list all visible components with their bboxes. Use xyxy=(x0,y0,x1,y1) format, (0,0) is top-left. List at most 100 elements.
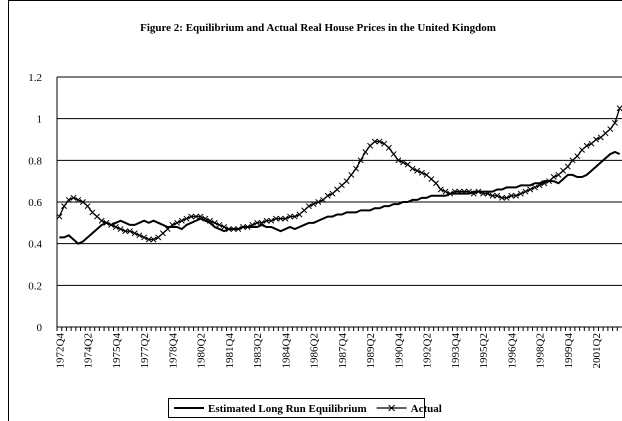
x-tick-label: 1986Q2 xyxy=(309,333,321,368)
marker-x xyxy=(527,186,534,193)
legend-marker xyxy=(388,404,395,412)
marker-x xyxy=(579,146,585,153)
marker-x xyxy=(164,226,171,233)
marker-x xyxy=(258,219,265,226)
marker-x xyxy=(390,151,397,158)
y-tick-label: 1 xyxy=(37,114,43,126)
y-tick-label: 0.4 xyxy=(28,239,42,251)
marker-x xyxy=(541,180,548,187)
marker-x xyxy=(428,176,435,183)
x-tick-label: 1983Q2 xyxy=(252,333,264,368)
marker-x xyxy=(61,203,68,210)
x-tick-label: 1975Q4 xyxy=(111,333,123,369)
series-line xyxy=(58,108,621,241)
marker-x xyxy=(574,153,581,160)
marker-x xyxy=(183,215,190,222)
x-tick-label: 1999Q4 xyxy=(563,333,575,369)
marker-x xyxy=(334,186,341,193)
marker-x xyxy=(103,219,110,226)
series-line xyxy=(59,150,621,245)
marker-x xyxy=(489,192,496,199)
marker-x xyxy=(244,224,251,230)
marker-x xyxy=(470,190,477,197)
marker-x xyxy=(475,188,482,195)
marker-x xyxy=(546,178,552,185)
marker-x xyxy=(141,234,148,241)
x-tick-label: 1989Q2 xyxy=(365,333,377,368)
marker-x xyxy=(409,165,416,172)
legend-label: Actual xyxy=(411,403,442,415)
marker-x xyxy=(159,230,166,237)
marker-x xyxy=(150,236,157,243)
marker-x xyxy=(616,105,622,112)
marker-x xyxy=(98,217,105,224)
marker-x xyxy=(555,171,562,178)
marker-x xyxy=(216,221,223,228)
legend-label: Estimated Long Run Equilibrium xyxy=(208,403,367,415)
marker-x xyxy=(75,196,82,203)
marker-x xyxy=(287,213,294,220)
marker-x xyxy=(338,182,345,189)
marker-x xyxy=(602,130,609,137)
marker-x xyxy=(211,219,218,226)
marker-x xyxy=(315,199,322,205)
y-tick-label: 0.6 xyxy=(28,197,42,209)
y-tick-label: 1.2 xyxy=(28,72,42,84)
marker-x xyxy=(498,194,505,201)
marker-x xyxy=(145,236,152,243)
marker-x xyxy=(531,184,538,191)
marker-x xyxy=(127,228,133,235)
marker-x xyxy=(202,215,209,222)
chart-title: Figure 2: Equilibrium and Actual Real Ho… xyxy=(140,22,496,34)
marker-x xyxy=(466,188,472,195)
marker-x xyxy=(451,188,458,195)
marker-x xyxy=(550,174,557,180)
y-tick-label: 0.8 xyxy=(28,155,42,167)
marker-x xyxy=(249,221,256,228)
marker-x xyxy=(282,215,289,222)
marker-x xyxy=(136,232,143,239)
x-tick-label: 1996Q4 xyxy=(506,333,518,369)
x-tick-label: 1993Q4 xyxy=(450,333,462,369)
marker-x xyxy=(404,161,411,168)
marker-x xyxy=(178,217,185,224)
marker-x xyxy=(353,165,359,172)
marker-x xyxy=(343,178,350,185)
marker-x xyxy=(588,140,595,147)
y-tick-label: 0.2 xyxy=(28,280,42,292)
marker-x xyxy=(513,192,520,199)
marker-x xyxy=(437,186,444,193)
marker-x xyxy=(56,213,63,220)
marker-x xyxy=(611,119,618,126)
marker-x xyxy=(508,192,515,199)
marker-x xyxy=(122,228,129,235)
marker-x xyxy=(254,219,261,226)
marker-x xyxy=(362,149,369,155)
x-tick-label: 1995Q2 xyxy=(478,333,490,368)
x-tick-label: 1981Q4 xyxy=(224,333,236,369)
marker-x xyxy=(447,190,454,197)
marker-x xyxy=(79,199,86,205)
marker-x xyxy=(70,194,77,201)
marker-x xyxy=(461,188,468,195)
marker-x xyxy=(268,217,275,224)
marker-x xyxy=(536,182,543,189)
marker-x xyxy=(442,188,449,195)
marker-x xyxy=(433,180,439,187)
marker-x xyxy=(155,234,162,241)
marker-x xyxy=(291,213,298,220)
marker-x xyxy=(385,144,392,151)
marker-x xyxy=(240,224,246,230)
marker-x xyxy=(65,196,72,203)
marker-x xyxy=(593,136,600,143)
marker-x xyxy=(301,207,308,214)
marker-x xyxy=(94,213,100,220)
marker-x xyxy=(305,203,312,210)
x-tick-label: 1977Q2 xyxy=(139,333,151,368)
marker-x xyxy=(84,203,91,210)
marker-x xyxy=(371,138,378,145)
marker-x xyxy=(503,194,510,201)
marker-x xyxy=(272,215,279,222)
x-tick-label: 1987Q4 xyxy=(337,333,349,369)
